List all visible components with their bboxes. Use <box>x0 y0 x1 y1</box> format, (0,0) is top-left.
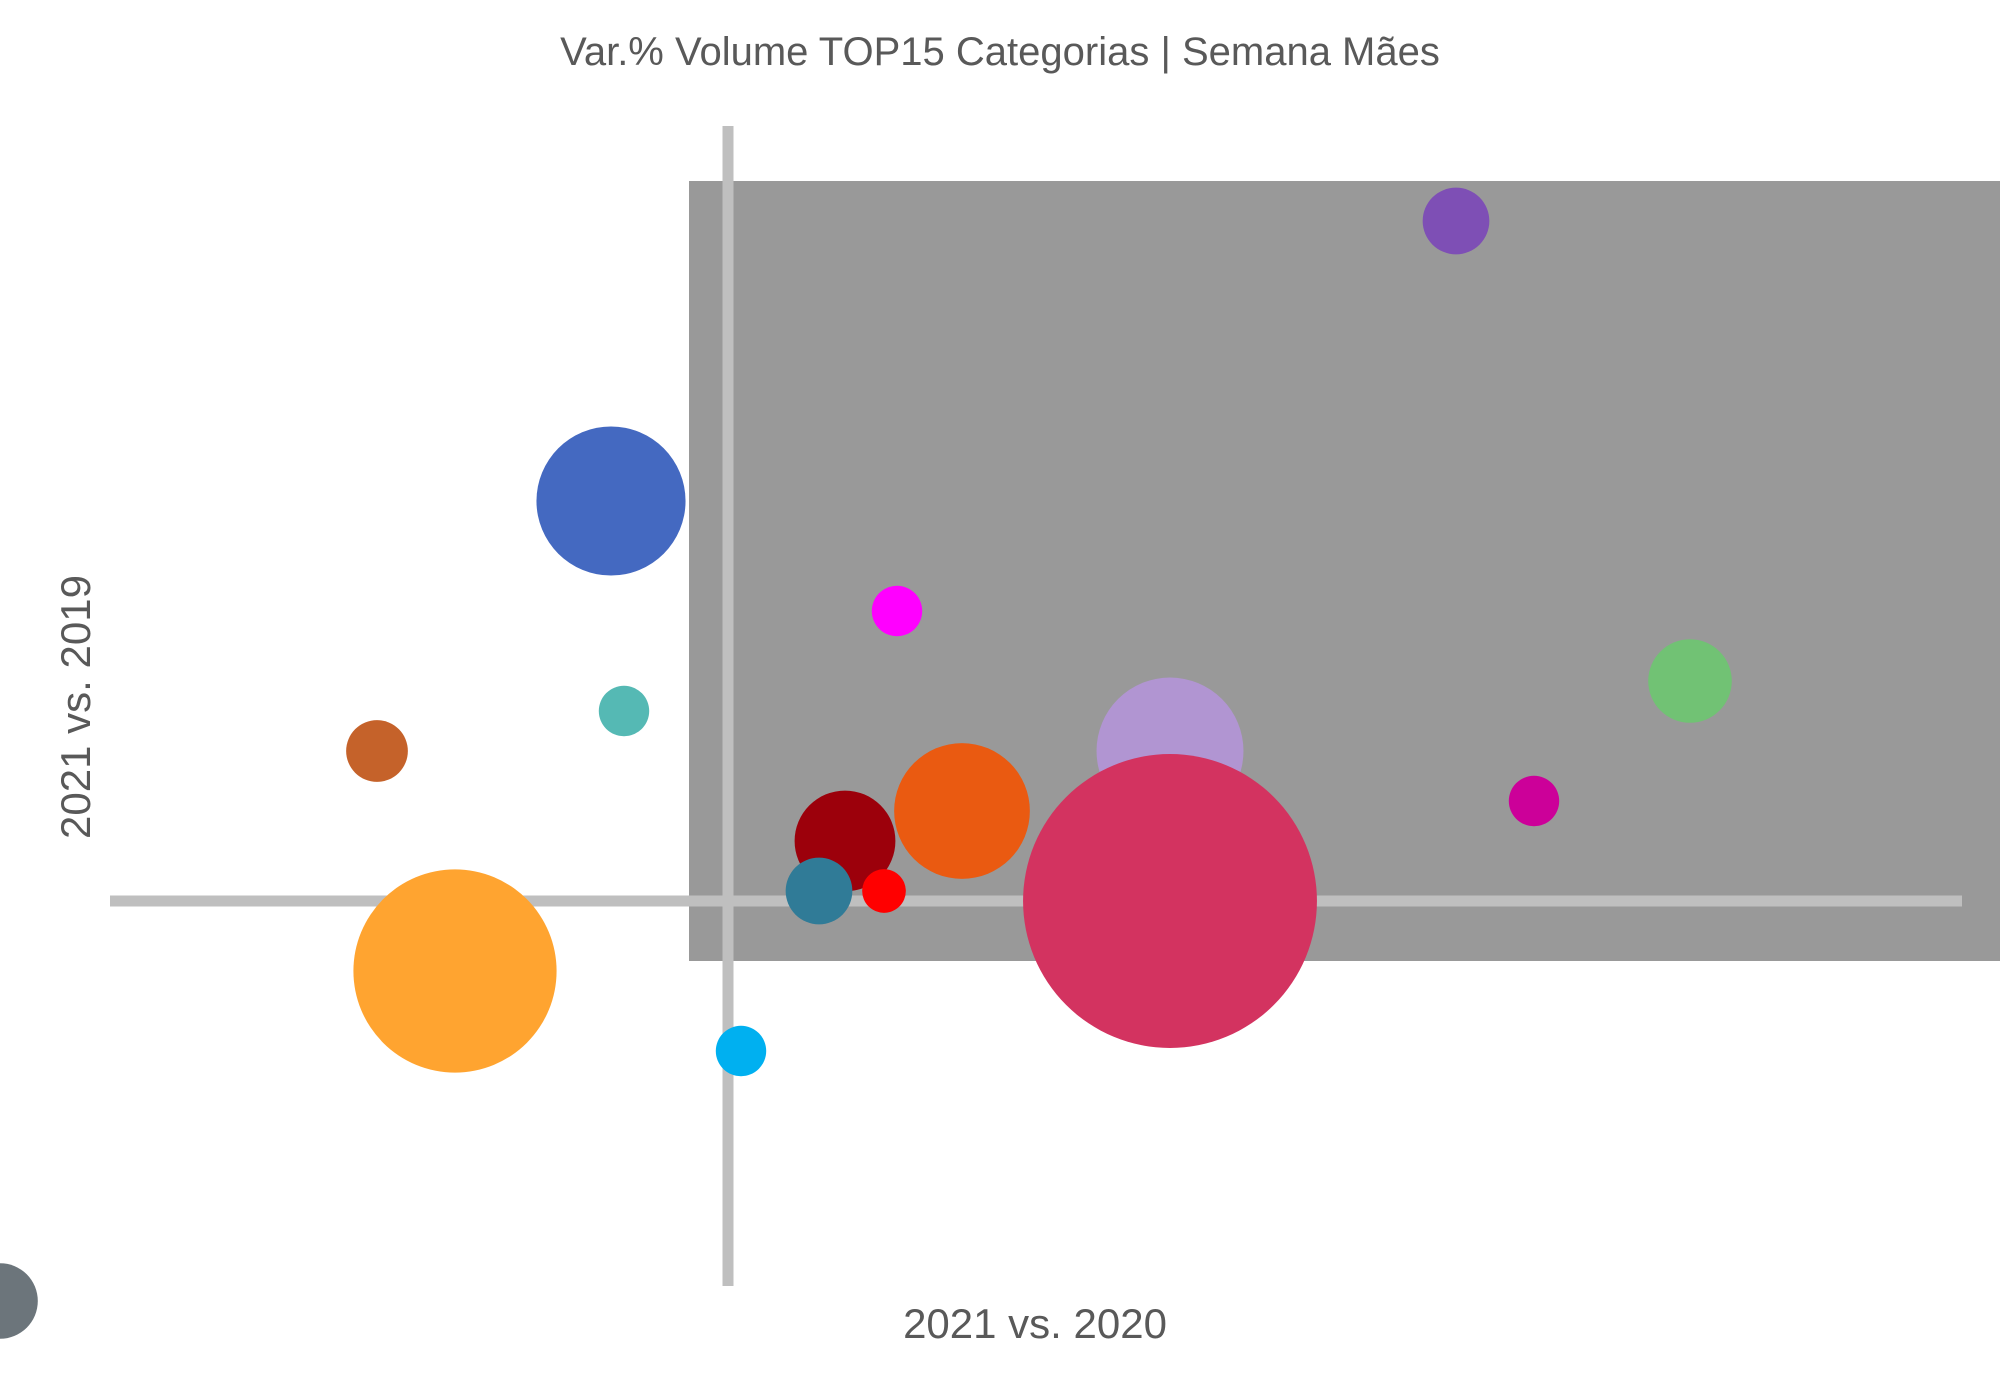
bubble-point-15 <box>715 1025 767 1077</box>
bubble-point-9 <box>1508 775 1560 827</box>
chart-title: Var.% Volume TOP15 Categorias | Semana M… <box>560 30 1440 74</box>
bubble-point-5 <box>1648 639 1732 723</box>
bubble-point-8 <box>894 743 1030 879</box>
x-axis-label: 2021 vs. 2020 <box>903 1300 1167 1347</box>
y-axis-label: 2021 vs. 2019 <box>52 575 99 839</box>
bubble-point-2 <box>536 426 686 576</box>
bubble-point-16 <box>0 1263 38 1339</box>
bubble-point-11 <box>1023 754 1317 1048</box>
bubble-point-6 <box>346 720 408 782</box>
bubble-point-3 <box>871 585 923 637</box>
bubble-point-12 <box>785 857 853 925</box>
bubble-point-14 <box>353 869 557 1073</box>
bubble-point-1 <box>1422 187 1490 255</box>
bubble-point-4 <box>598 685 650 737</box>
bubble-point-13 <box>862 869 906 913</box>
